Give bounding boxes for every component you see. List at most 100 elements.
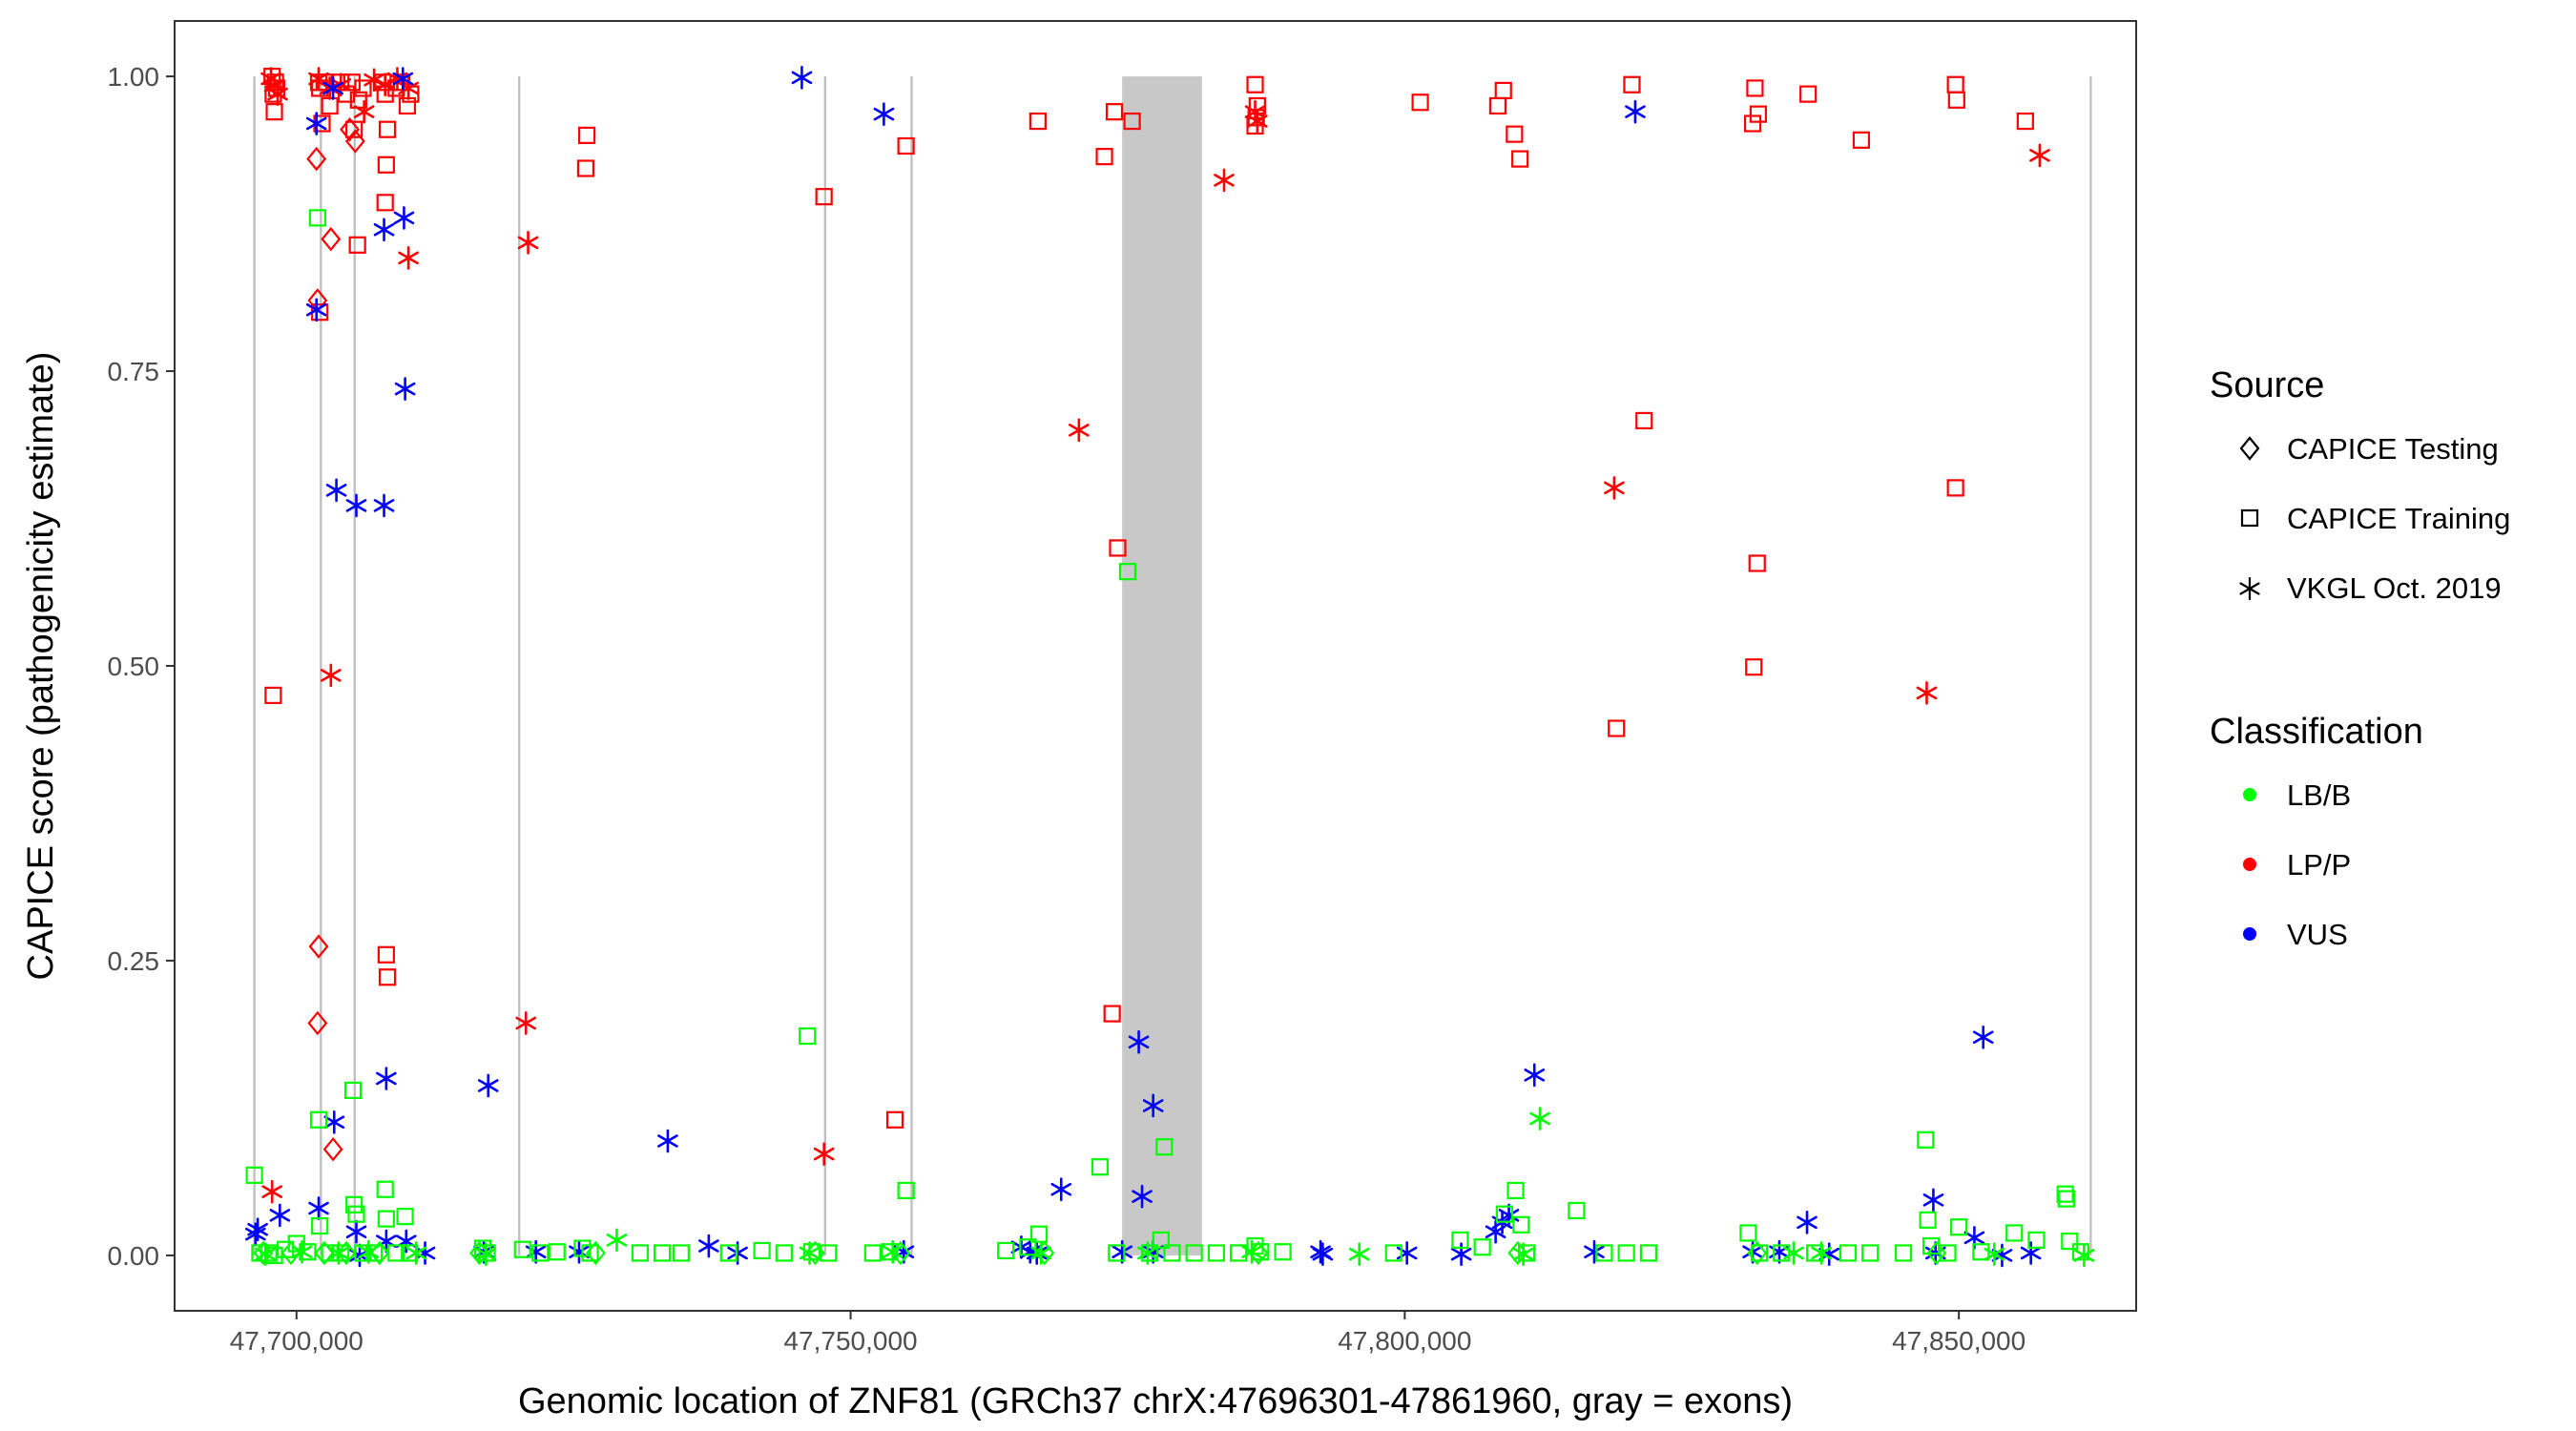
- point-square: [1939, 1244, 1957, 1262]
- point-asterisk: [1050, 1177, 1072, 1202]
- point-square: [2056, 1185, 2074, 1203]
- point-square: [309, 1110, 328, 1129]
- exon-band-5: [823, 76, 827, 1255]
- point-square: [1595, 1244, 1613, 1262]
- point-square: [1105, 103, 1124, 121]
- point-asterisk: [1811, 1241, 1832, 1265]
- point-square: [1617, 1244, 1635, 1262]
- point-asterisk: [373, 493, 395, 518]
- legend-item-capice-training: CAPICE Training: [2240, 502, 2510, 535]
- point-square: [815, 188, 833, 206]
- point-square: [2027, 1231, 2046, 1249]
- point-square: [377, 1210, 395, 1228]
- point-square: [348, 236, 366, 254]
- legend-key-vus: [2243, 927, 2256, 941]
- legend-key-lbb: [2243, 788, 2256, 801]
- point-square: [1511, 150, 1529, 168]
- y-axis-title: CAPICE score (pathogenicity estimate): [21, 352, 61, 981]
- exon-band-4: [518, 76, 521, 1255]
- point-diamond: [308, 934, 329, 959]
- point-asterisk: [791, 66, 813, 90]
- point-square: [311, 1216, 329, 1235]
- point-square: [997, 1241, 1015, 1260]
- point-asterisk: [1348, 1242, 1370, 1266]
- point-square: [1623, 75, 1641, 93]
- point-diamond: [336, 1240, 357, 1266]
- point-square: [576, 159, 595, 177]
- point-square: [653, 1244, 672, 1262]
- exon-band-2: [320, 76, 322, 1255]
- point-square: [1028, 112, 1047, 131]
- point-asterisk: [657, 1129, 678, 1153]
- point-asterisk: [320, 663, 342, 688]
- point-asterisk: [1797, 1211, 1818, 1234]
- point-diamond: [1926, 1240, 1947, 1266]
- point-square: [578, 126, 596, 144]
- point-square: [753, 1241, 771, 1260]
- point-asterisk: [394, 377, 416, 401]
- x-tick-label: 47,750,000: [783, 1326, 917, 1356]
- point-square: [347, 1205, 365, 1223]
- point-asterisk: [358, 1239, 380, 1264]
- point-square: [345, 120, 364, 138]
- legend-title-source: Source: [2210, 365, 2324, 405]
- x-tick-label: 47,850,000: [1892, 1326, 2025, 1356]
- point-asterisk: [1604, 476, 1625, 500]
- point-asterisk: [1214, 168, 1235, 193]
- point-diamond: [322, 1136, 343, 1162]
- point-square: [1019, 1238, 1037, 1256]
- point-square: [1103, 1005, 1121, 1023]
- exon-band-6: [910, 76, 913, 1255]
- point-square: [631, 1244, 649, 1262]
- point-square: [1152, 1231, 1170, 1249]
- point-square: [376, 1180, 394, 1198]
- legend-key-diamond: [2239, 436, 2260, 461]
- point-asterisk: [398, 246, 419, 270]
- point-square: [1608, 719, 1626, 737]
- point-asterisk: [2029, 143, 2050, 168]
- x-axis: 47,700,000 47,750,000 47,800,000 47,850,000: [230, 1311, 2025, 1356]
- point-asterisk: [1524, 1063, 1546, 1088]
- point-square: [581, 1244, 599, 1262]
- point-asterisk: [698, 1234, 719, 1258]
- legend-title-classification: Classification: [2210, 712, 2423, 752]
- x-tick-label: 47,800,000: [1338, 1326, 1471, 1356]
- point-asterisk: [291, 1239, 313, 1264]
- point-square: [1894, 1244, 1913, 1262]
- point-square: [775, 1244, 793, 1262]
- point-square: [1919, 1211, 1937, 1229]
- point-square: [548, 1243, 566, 1261]
- point-asterisk: [325, 478, 347, 503]
- legend-label-vus: VUS: [2287, 918, 2348, 951]
- point-asterisk: [606, 1228, 628, 1253]
- point-diamond: [307, 1010, 328, 1036]
- point-asterisk: [1529, 1107, 1550, 1130]
- point-square: [1451, 1231, 1469, 1249]
- point-square: [1748, 554, 1766, 572]
- point-diamond: [314, 1240, 335, 1266]
- exon-band-3: [353, 76, 356, 1255]
- point-asterisk: [1128, 1029, 1150, 1054]
- point-square: [1185, 1244, 1203, 1262]
- point-asterisk: [414, 1241, 436, 1265]
- y-tick-label: 0.75: [108, 357, 160, 386]
- point-square: [1947, 91, 1965, 109]
- legend-item-vkgl: VKGL Oct. 2019: [2239, 571, 2502, 605]
- point-asterisk: [873, 102, 895, 126]
- legend-label-lbb: LB/B: [2287, 778, 2351, 812]
- point-square: [1950, 1218, 1968, 1236]
- series-lp-p-vkgl-oct-2019: [260, 67, 2050, 1204]
- point-asterisk: [2073, 1243, 2095, 1268]
- legend-label-lpp: LP/P: [2287, 848, 2351, 881]
- point-asterisk: [1069, 418, 1090, 443]
- point-square: [1230, 1244, 1248, 1262]
- point-square: [1745, 658, 1763, 676]
- point-square: [531, 1244, 550, 1262]
- point-square: [354, 79, 372, 97]
- point-asterisk: [1972, 1025, 1994, 1049]
- point-square: [1246, 75, 1264, 93]
- point-square: [820, 1244, 838, 1262]
- point-asterisk: [1247, 109, 1268, 134]
- point-square: [1109, 539, 1127, 557]
